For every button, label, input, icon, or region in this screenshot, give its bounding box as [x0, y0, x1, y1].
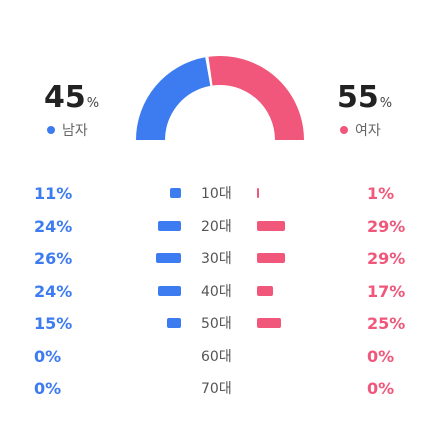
- female-percent-unit: %: [379, 96, 393, 111]
- male-age-percent: 24%: [34, 216, 73, 236]
- age-label: 10대: [201, 186, 232, 202]
- female-age-percent: 29%: [367, 249, 406, 268]
- female-age-bar: [257, 253, 285, 263]
- male-legend-label: 남자: [62, 123, 88, 139]
- male-age-bar: [156, 253, 181, 263]
- female-age-bar: [257, 220, 285, 231]
- female-age-percent: 29%: [367, 216, 406, 236]
- female-dot-icon: [340, 126, 348, 134]
- male-percent-unit: %: [86, 96, 100, 111]
- male-age-percent: 0%: [34, 379, 62, 398]
- age-label: 70대: [201, 381, 232, 397]
- age-row: 24% 20대 29%: [0, 211, 446, 243]
- female-age-percent: 25%: [367, 314, 406, 333]
- female-age-percent: 1%: [367, 184, 395, 203]
- female-age-percent: 0%: [367, 379, 395, 398]
- male-percent: 45%: [44, 83, 99, 119]
- gender-gauge: [136, 56, 304, 140]
- age-row: 11% 10대 1%: [0, 178, 446, 210]
- male-age-percent: 15%: [34, 314, 73, 333]
- age-label: 20대: [201, 218, 232, 235]
- female-legend: 여자: [340, 120, 381, 140]
- male-age-bar: [157, 285, 181, 296]
- age-row: 26% 30대 29%: [0, 243, 446, 275]
- male-age-percent: 11%: [34, 184, 73, 203]
- male-percent-value: 45: [44, 80, 86, 115]
- male-age-percent: 26%: [34, 249, 73, 268]
- age-label: 60대: [201, 348, 232, 365]
- age-row: 0% 60대 0%: [0, 341, 446, 373]
- age-row: 15% 50대 25%: [0, 308, 446, 340]
- male-age-bar: [157, 220, 181, 231]
- age-row: 0% 70대 0%: [0, 373, 446, 405]
- male-age-percent: 24%: [34, 281, 73, 301]
- age-row: 24% 40대 17%: [0, 276, 446, 308]
- female-age-bar: [257, 318, 282, 328]
- male-age-bar: [170, 188, 181, 198]
- female-age-percent: 17%: [367, 281, 406, 301]
- female-percent: 55%: [337, 83, 392, 119]
- gauge-female-arc: [208, 56, 304, 140]
- female-percent-value: 55: [337, 80, 379, 115]
- male-age-percent: 0%: [34, 346, 62, 366]
- female-age-bar: [257, 285, 274, 296]
- female-age-bar: [257, 188, 259, 198]
- female-legend-label: 여자: [355, 123, 381, 139]
- male-dot-icon: [47, 126, 55, 134]
- male-age-bar: [166, 318, 181, 328]
- male-legend: 남자: [47, 120, 88, 140]
- gauge-male-arc: [136, 57, 211, 140]
- age-label: 50대: [201, 316, 232, 332]
- age-label: 40대: [201, 283, 232, 300]
- age-label: 30대: [201, 251, 232, 267]
- female-age-percent: 0%: [367, 346, 395, 366]
